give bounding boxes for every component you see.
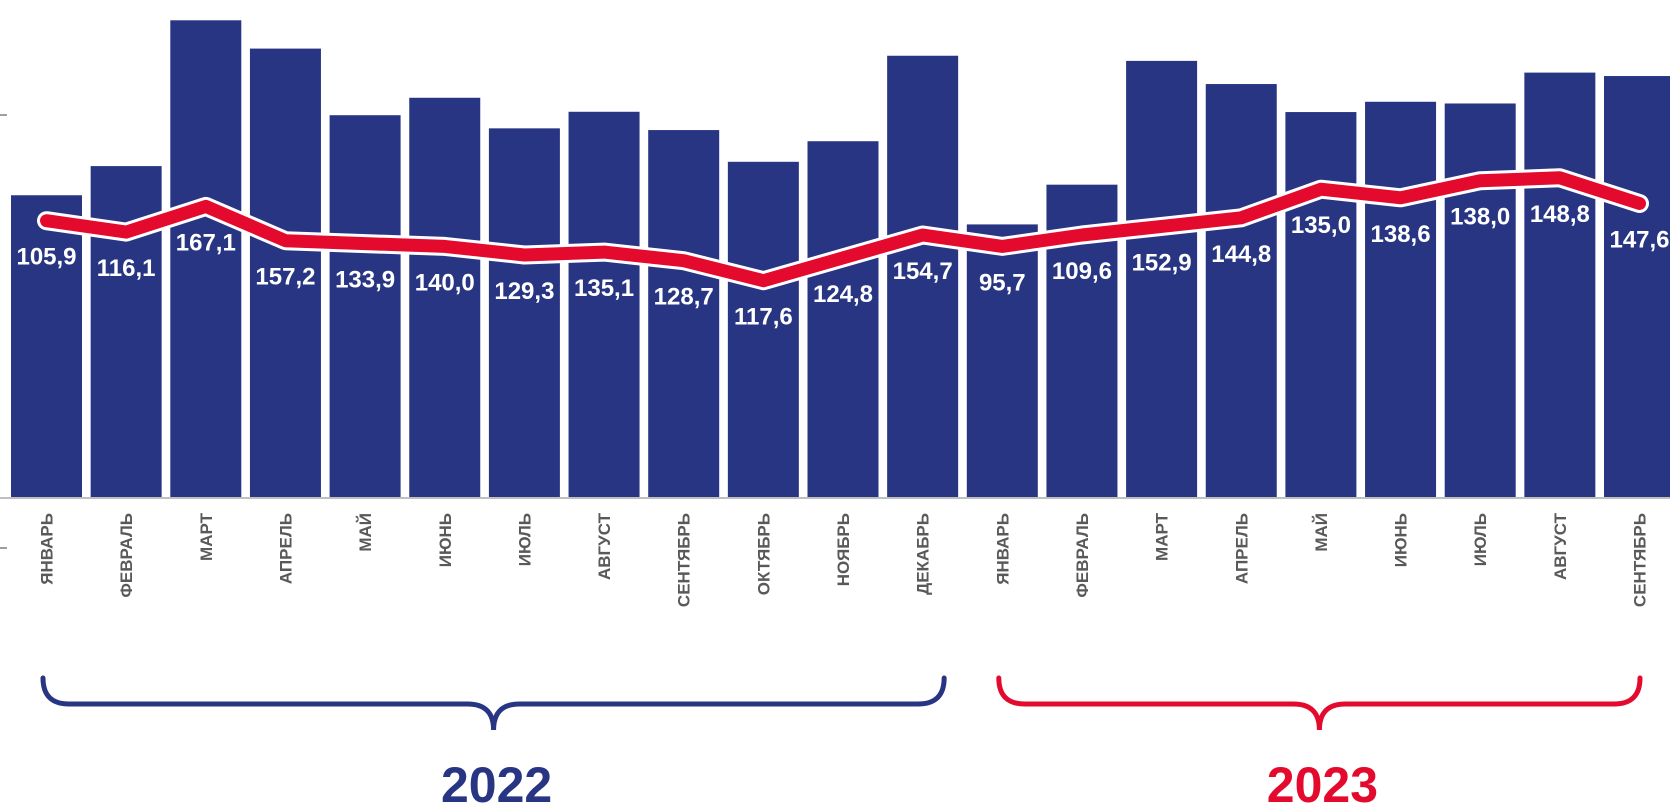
line-point-20 [1556,174,1563,181]
data-label-11: 124,8 [813,281,873,308]
line-point-7 [521,252,528,258]
data-label-10: 117,6 [734,304,793,331]
x-tick-label-17: МАЙ [1312,513,1331,552]
line-point-19 [1477,177,1484,184]
year-brace-2022 [40,675,947,731]
year-label-2023: 2023 [1267,757,1378,806]
line-point-13 [999,243,1006,250]
x-tick-label-1: ЯНВАРЬ [38,513,57,585]
line-point-14 [1078,231,1085,238]
x-tick-label-21: СЕНТЯБРЬ [1631,513,1650,607]
x-tick-label-8: АВГУСТ [595,512,614,580]
data-label-2: 116,1 [97,255,156,282]
x-tick-label-13: ЯНВАРЬ [993,513,1012,585]
bar-17 [1285,112,1357,498]
bar-8 [568,111,640,498]
bar-1 [11,195,82,498]
data-label-3: 167,1 [176,229,236,256]
x-tick-label-6: ИЮНЬ [436,513,455,567]
data-label-17: 135,0 [1291,212,1351,239]
line-point-16 [1238,214,1245,221]
data-label-21: 147,6 [1609,227,1669,254]
bar-6 [409,97,481,498]
x-tick-label-19: ИЮЛЬ [1471,513,1490,566]
bar-21 [1604,76,1670,498]
line-point-1 [43,217,50,224]
x-tick-label-4: АПРЕЛЬ [276,513,295,584]
data-label-5: 133,9 [335,267,395,294]
data-label-7: 129,3 [494,278,554,305]
bar-18 [1365,101,1437,498]
line-point-4 [282,237,289,244]
bar-4 [249,48,321,498]
x-tick-label-7: ИЮЛЬ [515,513,534,566]
data-label-8: 135,1 [574,275,634,302]
bar-13 [966,224,1038,498]
line-point-21 [1636,200,1643,207]
data-label-19: 138,0 [1450,204,1510,231]
data-label-14: 109,6 [1052,258,1112,285]
x-tick-label-11: НОЯБРЬ [834,513,853,586]
bar-19 [1444,103,1516,498]
x-tick-label-3: МАРТ [197,512,216,561]
bar-9 [648,130,720,499]
data-label-20: 148,8 [1530,201,1590,228]
line-layer [37,168,1649,291]
x-tick-label-20: АВГУСТ [1551,512,1570,580]
x-tick-label-16: АПРЕЛЬ [1232,513,1251,584]
line-point-3 [202,203,209,210]
line-point-2 [123,229,130,236]
bar-7 [488,128,560,498]
data-label-12: 154,7 [893,258,953,285]
line-point-15 [1158,223,1165,230]
bar-15 [1126,60,1198,498]
data-label-1: 105,9 [16,244,76,271]
data-label-13: 95,7 [979,269,1026,296]
year-brace-2023 [996,675,1643,731]
data-label-16: 144,8 [1211,241,1271,268]
bar-5 [329,115,401,499]
x-tick-label-9: СЕНТЯБРЬ [675,513,694,607]
year-label-2022: 2022 [441,757,552,806]
bar-16 [1205,84,1277,498]
line-point-12 [919,231,926,238]
data-labels-layer: 105,9 116,1 167,1 157,2 133,9 140,0 129,3 135,1… [16,201,1669,331]
bar-12 [887,55,959,499]
data-label-15: 152,9 [1132,249,1192,276]
bar-20 [1524,72,1596,498]
line-point-6 [441,243,448,250]
x-tick-label-14: ФЕВРАЛЬ [1073,513,1092,598]
bar-10 [727,161,799,498]
line-point-8 [601,249,608,256]
line-point-11 [840,254,846,261]
data-label-18: 138,6 [1371,221,1431,248]
data-label-4: 157,2 [255,264,315,291]
x-tick-label-12: ДЕКАБРЬ [914,513,933,595]
x-axis: ЯНВАРЬ ФЕВРАЛЬ МАРТ АПРЕЛЬ МАЙ ИЮНЬ ИЮЛЬ АВГУСТ… [0,114,1670,607]
x-tick-label-10: ОКТЯБРЬ [754,513,773,595]
line-point-5 [362,240,369,247]
line-point-18 [1397,194,1404,201]
line-point-10 [760,277,767,284]
data-label-9: 128,7 [654,284,714,311]
year-groups: 2022 2023 [40,675,1643,806]
x-tick-label-15: МАРТ [1153,512,1172,561]
bar-3 [170,20,242,498]
x-tick-label-5: МАЙ [356,513,375,552]
data-label-6: 140,0 [415,269,475,296]
x-tick-label-18: ИЮНЬ [1392,513,1411,567]
line-point-17 [1317,186,1324,193]
x-tick-label-2: ФЕВРАЛЬ [117,513,136,598]
bar-11 [807,141,879,499]
line-point-9 [680,257,687,264]
